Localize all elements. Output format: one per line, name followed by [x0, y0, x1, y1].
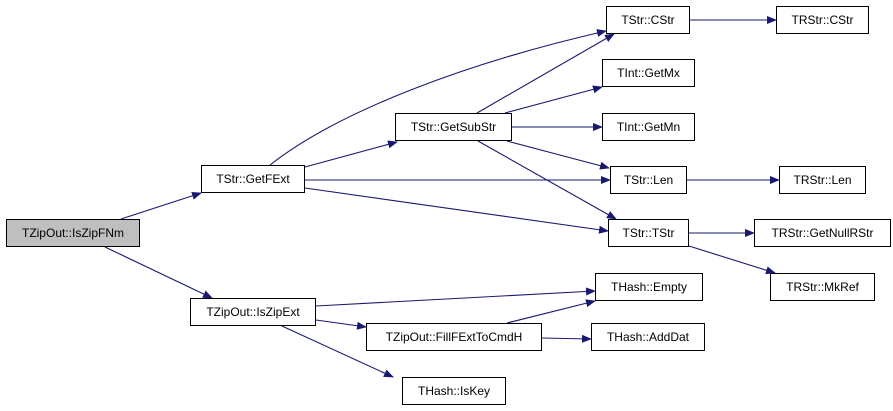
edge-fill-adddat	[541, 334, 592, 343]
edge-iszipext-empty	[315, 287, 596, 307]
edge-tstr-mkref	[688, 245, 776, 275]
node-trstr-mkref[interactable]: TRStr::MkRef	[770, 273, 875, 301]
edge-iszipfnm-getfext	[120, 191, 202, 220]
edge-getfext-cstr	[269, 29, 607, 166]
edge-getsubstr-tstr	[477, 140, 617, 220]
node-tstr-tstr[interactable]: TStr::TStr	[608, 219, 689, 247]
edge-getsubstr-getmx	[504, 85, 603, 114]
node-tstr-cstr[interactable]: TStr::CStr	[606, 6, 690, 34]
edge-iszipext-iskey	[281, 325, 394, 378]
node-trstr-getnullrstr[interactable]: TRStr::GetNullRStr	[754, 219, 891, 247]
edge-getsubstr-cstr	[476, 33, 615, 114]
node-thash-empty[interactable]: THash::Empty	[595, 273, 703, 301]
node-tint-getmx[interactable]: TInt::GetMx	[602, 59, 695, 87]
edge-getsubstr-len	[506, 140, 610, 170]
node-tzipout-iszipfnm[interactable]: TZipOut::IsZipFNm	[6, 219, 140, 247]
edge-getfext-tstr	[304, 187, 609, 234]
edge-iszipext-fill	[315, 319, 367, 330]
edge-iszipfnm-iszipext	[104, 246, 213, 299]
node-tint-getmn[interactable]: TInt::GetMn	[602, 113, 695, 141]
node-tstr-len[interactable]: TStr::Len	[610, 166, 687, 194]
node-tstr-getsubstr[interactable]: TStr::GetSubStr	[395, 113, 512, 141]
node-trstr-len[interactable]: TRStr::Len	[779, 166, 866, 194]
node-thash-adddat[interactable]: THash::AddDat	[591, 323, 705, 351]
node-thash-iskey[interactable]: THash::IsKey	[402, 377, 506, 405]
node-tstr-getfext[interactable]: TStr::GetFExt	[201, 165, 305, 193]
node-tzipout-iszipext[interactable]: TZipOut::IsZipExt	[190, 298, 316, 326]
edge-fill-empty	[506, 299, 596, 324]
node-trstr-cstr[interactable]: TRStr::CStr	[776, 6, 869, 34]
node-tzipout-fillfexttocmdh[interactable]: TZipOut::FillFExtToCmdH	[366, 323, 542, 351]
edge-getfext-getsubstr	[304, 140, 398, 168]
